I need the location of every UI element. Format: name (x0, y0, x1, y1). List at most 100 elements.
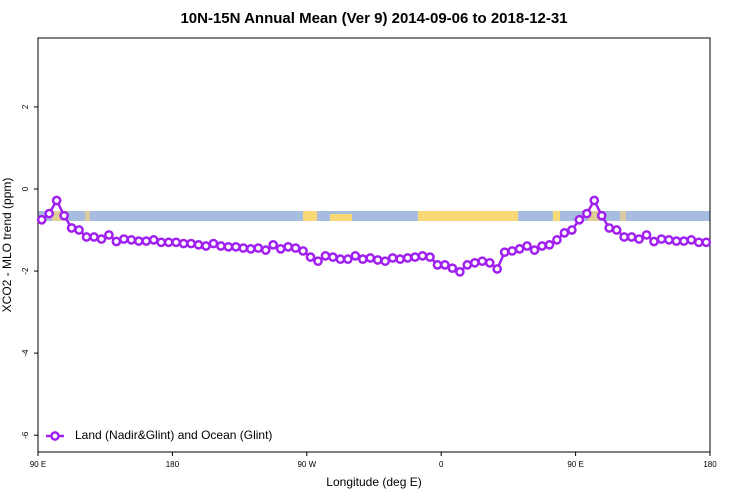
data-point (499, 247, 510, 258)
y-tick-label: -6 (21, 431, 30, 439)
x-axis-label: Longitude (deg E) (326, 475, 421, 489)
data-point (313, 256, 323, 267)
data-point (581, 208, 592, 219)
data-point (440, 260, 450, 270)
chart-title: 10N-15N Annual Mean (Ver 9) 2014-09-06 t… (180, 10, 567, 27)
legend-label: Land (Nadir&Glint) and Ocean (Glint) (75, 428, 272, 442)
data-point (529, 245, 540, 255)
data-point (484, 257, 495, 268)
data-point (679, 236, 689, 246)
data-point (611, 225, 622, 235)
data-point (223, 241, 234, 252)
data-point (216, 241, 226, 251)
data-point (425, 252, 435, 262)
data-point (328, 252, 338, 262)
data-point (596, 210, 607, 221)
data-point (201, 241, 211, 251)
data-point (335, 254, 346, 265)
data-point (372, 255, 383, 265)
data-point (104, 230, 114, 240)
data-point (649, 236, 659, 247)
data-point (432, 260, 443, 270)
data-point (119, 234, 129, 244)
data-point (96, 234, 107, 244)
data-point (447, 263, 458, 274)
data-point (178, 238, 189, 249)
data-point (126, 235, 137, 245)
data-point (163, 237, 174, 248)
data-point (89, 232, 99, 242)
data-point (559, 228, 570, 238)
data-point (455, 267, 465, 277)
data-point (141, 236, 152, 246)
data-point (410, 252, 420, 262)
data-point (260, 245, 271, 255)
data-point (634, 234, 644, 244)
y-tick-label: 2 (21, 104, 30, 109)
map-strip (38, 211, 710, 221)
data-point (671, 236, 682, 246)
data-point (44, 208, 55, 219)
y-axis-label: XCO2 - MLO trend (ppm) (0, 178, 14, 313)
data-point (604, 223, 615, 233)
data-point (507, 246, 517, 256)
data-point (320, 251, 331, 261)
data-point (74, 225, 84, 235)
data-point (701, 237, 712, 248)
data-point (395, 254, 405, 265)
data-point (686, 235, 697, 245)
x-tick-label: 90 W (297, 460, 316, 469)
data-point (357, 254, 368, 265)
data-point (693, 237, 704, 248)
y-tick-label: 0 (21, 186, 30, 191)
data-point (290, 243, 301, 253)
data-point (469, 257, 480, 268)
data-point (148, 235, 159, 245)
data-point (626, 232, 637, 242)
data-point (238, 243, 249, 253)
x-tick-label: 0 (439, 460, 444, 469)
data-point (171, 237, 181, 248)
data-point (477, 256, 488, 267)
data-point (283, 241, 293, 252)
data-point (305, 252, 316, 262)
data-point (365, 253, 376, 263)
data-point (552, 235, 562, 245)
data-point (298, 246, 308, 256)
data-point (208, 238, 219, 249)
data-point (544, 239, 555, 250)
data-point (59, 210, 69, 221)
data-point (402, 253, 413, 263)
y-tick-label: -2 (21, 267, 30, 275)
data-point (664, 235, 674, 245)
data-point (350, 251, 361, 261)
data-point (492, 264, 503, 274)
data-point (567, 225, 577, 235)
data-point (275, 244, 286, 254)
data-point (133, 236, 144, 246)
data-point (245, 244, 256, 254)
data-point (619, 232, 629, 242)
data-point (462, 260, 473, 270)
data-point (589, 195, 600, 206)
data-point (641, 230, 652, 240)
data-point (193, 239, 204, 250)
data-point (380, 256, 391, 267)
y-tick-label: -4 (21, 349, 30, 357)
data-point (111, 236, 122, 247)
data-point (522, 241, 532, 251)
data-point (417, 251, 428, 261)
data-point (186, 238, 196, 249)
data-point (387, 253, 398, 263)
data-point (66, 223, 77, 233)
data-point (656, 234, 667, 244)
x-tick-label: 180 (703, 460, 717, 469)
data-point (36, 214, 47, 225)
data-point (343, 254, 353, 265)
data-point (51, 195, 62, 206)
data-point (574, 214, 585, 225)
data-point (253, 243, 264, 253)
x-tick-label: 90 E (567, 460, 583, 469)
data-point (514, 244, 525, 254)
